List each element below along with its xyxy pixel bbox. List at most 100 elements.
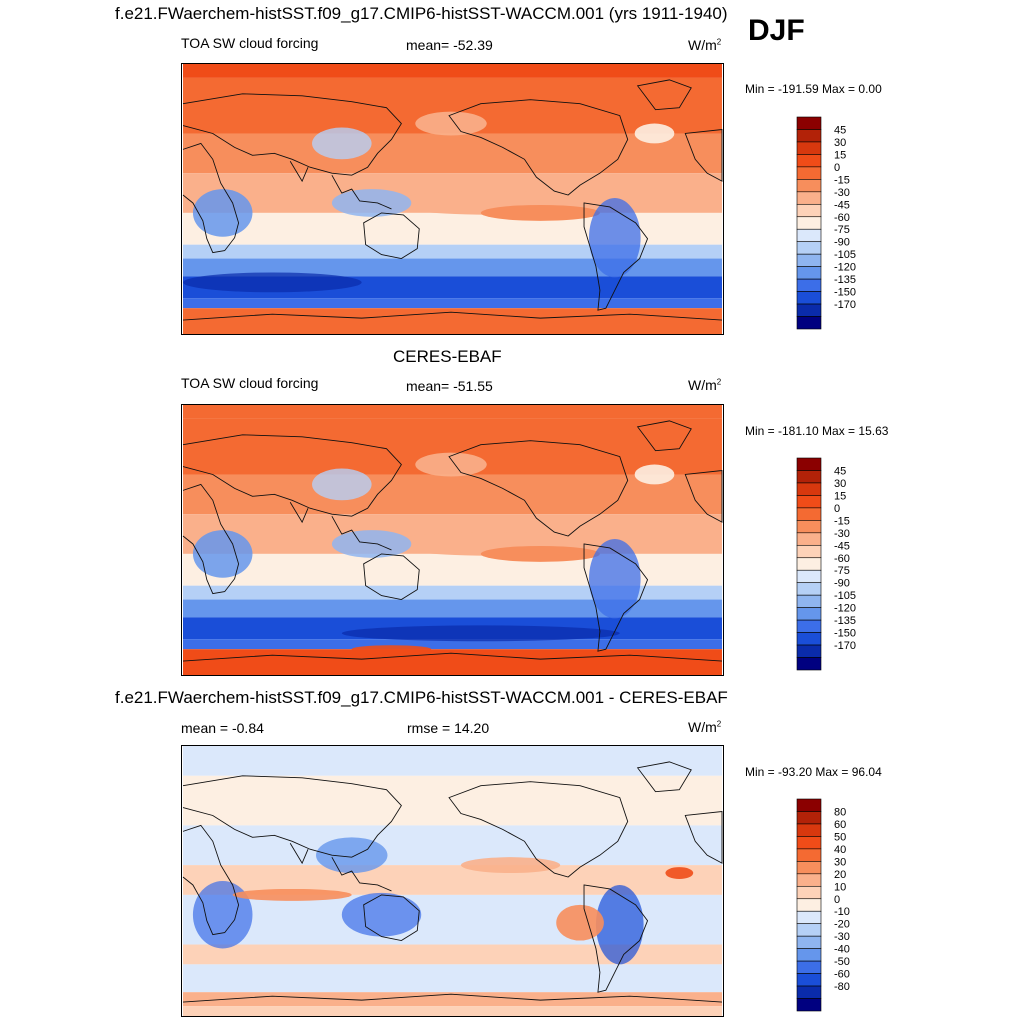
colorbar-tick-label: 30 [834,137,846,149]
colorbar-swatch [796,923,822,937]
colorbar-swatch [796,166,822,180]
colorbar-swatch [796,607,822,621]
colorbar-tick-label: -120 [834,603,856,615]
colorbar-tick-label: -75 [834,565,850,577]
colorbar-swatch [796,910,822,925]
panel2-units: W/m2 [688,377,722,393]
panel3-map [181,745,724,1017]
colorbar-swatch [796,316,822,330]
colorbar-swatch [796,885,822,900]
colorbar-swatch [796,985,822,999]
colorbar-tick-label: -90 [834,237,850,249]
panel3-rmse: rmse = 14.20 [407,720,490,736]
colorbar-swatch [796,836,822,850]
colorbar-swatch [796,241,822,255]
panel3-mean: mean = -0.84 [181,720,264,736]
colorbar-swatch [796,303,822,317]
colorbar-tick-label: -10 [834,906,850,918]
colorbar-swatch [796,594,822,608]
panel1-units: W/m2 [688,37,722,53]
colorbar-swatch [796,948,822,962]
colorbar-tick-label: -50 [834,956,850,968]
colorbar-tick-label: -45 [834,199,850,211]
colorbar-tick-label: -170 [834,640,856,652]
colorbar-swatch [796,811,822,825]
colorbar-swatch [796,935,822,949]
colorbar-tick-label: -120 [834,262,856,274]
colorbar-tick-label: -20 [834,919,850,931]
colorbar-swatch [796,291,822,305]
colorbar-swatch [796,266,822,280]
colorbar-swatch [796,191,822,205]
colorbar-tick-label: -75 [834,224,850,236]
season-label: DJF [748,14,805,47]
colorbar-tick-label: -15 [834,515,850,527]
colorbar-tick-label: -135 [834,274,856,286]
colorbar-swatch [796,116,822,130]
panel2-minmax: Min = -181.10 Max = 15.63 [745,424,889,438]
colorbar-tick-label: -60 [834,553,850,565]
colorbar-tick-label: -170 [834,299,856,311]
colorbar-swatch [796,216,822,230]
colorbar-swatch [796,898,822,912]
colorbar-swatch [796,179,822,193]
colorbar-tick-label: -15 [834,174,850,186]
colorbar-swatch [796,998,822,1012]
colorbar-tick-label: 50 [834,831,846,843]
colorbar-tick-label: -30 [834,187,850,199]
colorbar-swatch [796,495,822,509]
colorbar-tick-label: -150 [834,628,856,640]
colorbar-swatch [796,632,822,646]
colorbar-tick-label: 40 [834,844,846,856]
colorbar-tick-label: -80 [834,981,850,993]
colorbar-swatch [796,644,822,658]
colorbar-tick-label: -40 [834,944,850,956]
colorbar-tick-label: 80 [834,806,846,818]
colorbar-swatch [796,798,822,812]
colorbar-swatch [796,532,822,546]
colorbar-swatch [796,657,822,671]
colorbar-swatch [796,619,822,633]
panel2-map [181,404,724,676]
colorbar-tick-label: -60 [834,969,850,981]
colorbar-swatch [796,873,822,887]
colorbar-tick-label: -60 [834,212,850,224]
panel1-mean: mean= -52.39 [406,37,493,53]
colorbar-swatch [796,278,822,292]
panel2-colorbar: 4530150-15-30-45-60-75-90-105-120-135-15… [796,457,856,671]
colorbar-swatch [796,823,822,837]
panel1-minmax: Min = -191.59 Max = 0.00 [745,82,882,96]
colorbar-tick-label: 60 [834,819,846,831]
panel3-minmax: Min = -93.20 Max = 96.04 [745,765,882,779]
colorbar-swatch [796,544,822,559]
colorbar-tick-label: -105 [834,249,856,261]
colorbar-tick-label: 0 [834,162,840,174]
colorbar-swatch [796,861,822,875]
colorbar-swatch [796,960,822,974]
panel1-map [181,63,724,335]
colorbar-swatch [796,848,822,862]
colorbar-swatch [796,203,822,218]
colorbar-swatch [796,569,822,584]
colorbar-tick-label: -30 [834,528,850,540]
panel1-variable: TOA SW cloud forcing [181,35,319,51]
colorbar-swatch [796,482,822,496]
colorbar-tick-label: 0 [834,894,840,906]
colorbar-tick-label: 30 [834,856,846,868]
colorbar-swatch [796,253,822,267]
colorbar-tick-label: 45 [834,124,846,136]
colorbar-tick-label: -150 [834,287,856,299]
panel1-colorbar: 4530150-15-30-45-60-75-90-105-120-135-15… [796,116,856,330]
colorbar-tick-label: -90 [834,578,850,590]
panel2-variable: TOA SW cloud forcing [181,375,319,391]
colorbar-tick-label: -105 [834,590,856,602]
colorbar-tick-label: 15 [834,490,846,502]
colorbar-tick-label: -45 [834,540,850,552]
panel3-title: f.e21.FWaerchem-histSST.f09_g17.CMIP6-hi… [115,688,728,707]
colorbar-swatch [796,141,822,155]
colorbar-swatch [796,470,822,484]
colorbar-swatch [796,457,822,471]
colorbar-swatch [796,557,822,571]
panel2-title: CERES-EBAF [393,347,502,366]
